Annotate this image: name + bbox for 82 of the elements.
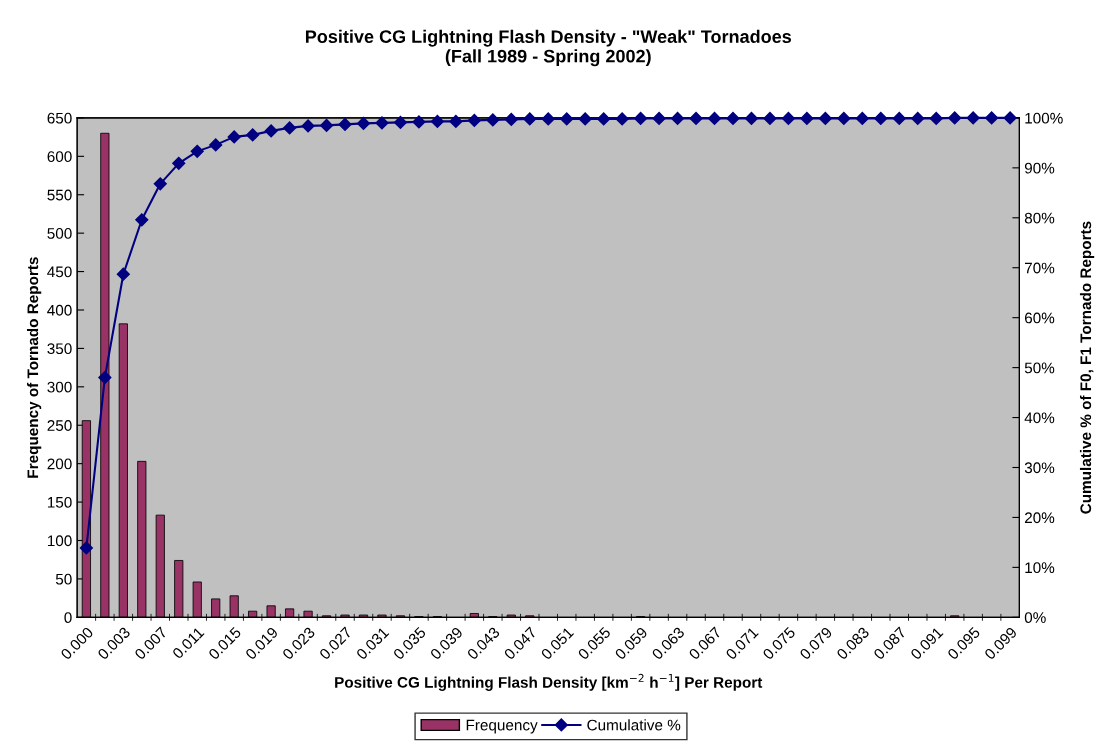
point	[744, 111, 759, 125]
legend-label: Frequency	[466, 719, 538, 734]
y-tick-label: 0	[64, 612, 72, 624]
y-axis-title: Frequency of Tornado Reports	[26, 257, 42, 478]
point	[634, 111, 648, 125]
point	[375, 116, 389, 130]
point	[560, 112, 574, 126]
y-tick-label: 100	[47, 535, 72, 547]
point	[670, 111, 685, 125]
y-tick-label: 450	[47, 266, 72, 278]
point	[948, 111, 962, 125]
y2-tick-label: 0%	[1024, 612, 1046, 624]
point	[79, 541, 93, 555]
point	[430, 114, 444, 128]
y2-tick-label: 20%	[1024, 512, 1055, 524]
point	[283, 121, 297, 135]
y2-axis-title: Cumulative % of F0, F1 Tornado Reports	[1079, 221, 1095, 514]
y2-tick-label: 90%	[1024, 162, 1055, 174]
point	[837, 111, 851, 125]
y-tick-label: 250	[47, 420, 72, 431]
y-tick-label: 650	[47, 112, 72, 124]
point	[597, 112, 611, 126]
point	[892, 111, 906, 125]
point	[911, 111, 925, 125]
point	[985, 111, 999, 125]
legend-label: Cumulative %	[587, 719, 681, 731]
point	[412, 115, 426, 129]
point	[726, 111, 740, 125]
y-tick-label: 50	[55, 573, 72, 585]
y-tick-label: 350	[47, 343, 72, 355]
chart-title: Positive CG Lightning Flash Density - "Weak" Tornadoes (Fall 1989 - Spring 2002)	[305, 29, 792, 67]
point	[578, 112, 592, 126]
y-tick-label: 400	[47, 304, 72, 316]
point	[301, 119, 315, 133]
y-tick-label: 600	[47, 151, 72, 163]
point	[190, 144, 204, 158]
y2-tick-label: 100%	[1025, 112, 1063, 124]
point	[523, 112, 537, 126]
point	[319, 118, 334, 132]
y-tick-label: 150	[47, 496, 72, 508]
point	[818, 111, 832, 125]
point	[966, 111, 980, 125]
point	[116, 267, 130, 281]
point	[264, 124, 278, 138]
point	[209, 138, 223, 152]
point	[153, 177, 167, 191]
y-tick-label: 500	[47, 228, 72, 239]
point	[393, 115, 408, 129]
y2-tick-label: 60%	[1024, 312, 1055, 324]
point	[689, 111, 703, 125]
point	[800, 111, 814, 125]
point	[227, 130, 241, 144]
point	[135, 213, 149, 227]
point	[356, 116, 371, 130]
point	[98, 371, 112, 385]
point	[874, 111, 888, 125]
x-axis-title: Positive CG Lightning Flash Density [km$^{−2}$ h$^{−1}$] Per Report	[335, 673, 763, 691]
point	[763, 111, 777, 125]
y2-tick-label: 10%	[1025, 562, 1055, 574]
y-tick-label: 550	[47, 189, 72, 201]
point	[338, 117, 352, 131]
point	[707, 111, 722, 125]
point	[486, 113, 500, 127]
point	[615, 112, 629, 126]
point	[467, 113, 481, 127]
point	[172, 156, 186, 170]
point	[449, 114, 463, 128]
point	[1003, 111, 1017, 125]
point	[855, 111, 869, 125]
point	[246, 128, 260, 142]
point	[541, 112, 555, 126]
y2-tick-label: 50%	[1024, 362, 1055, 374]
point	[781, 111, 796, 125]
y2-tick-label: 80%	[1024, 212, 1055, 224]
point	[504, 112, 518, 126]
point	[929, 111, 943, 125]
y2-tick-label: 30%	[1024, 462, 1055, 474]
y-tick-label: 300	[47, 381, 72, 393]
y-tick-label: 200	[47, 458, 72, 470]
point	[652, 111, 666, 125]
y2-tick-label: 70%	[1024, 262, 1055, 274]
y2-tick-label: 40%	[1024, 412, 1055, 424]
